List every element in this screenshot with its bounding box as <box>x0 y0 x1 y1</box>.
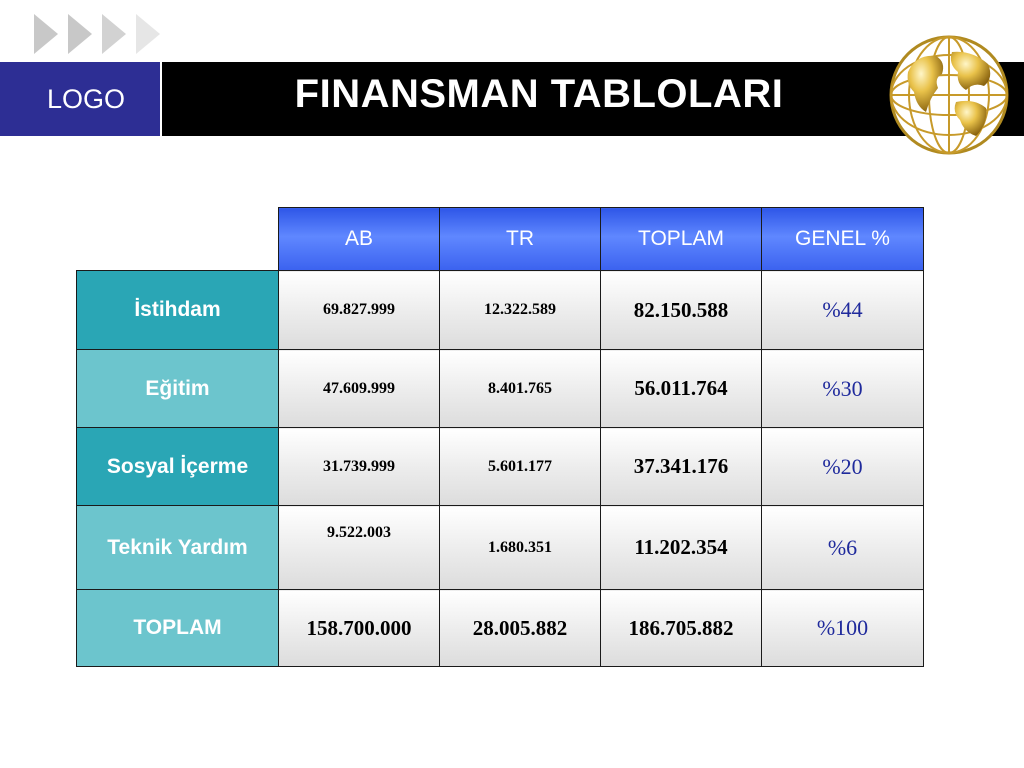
toplam-value: 82.150.588 <box>600 270 762 350</box>
ab-value: 69.827.999 <box>278 270 440 350</box>
tr-value: 1.680.351 <box>439 505 601 590</box>
genel-percent: %30 <box>761 349 924 428</box>
ab-value: 47.609.999 <box>278 349 440 428</box>
row-label: İstihdam <box>76 270 279 350</box>
tr-value: 8.401.765 <box>439 349 601 428</box>
table-row: TOPLAM 158.700.000 28.005.882 186.705.88… <box>76 589 924 667</box>
column-header: TR <box>439 207 601 271</box>
table-row: Eğitim 47.609.999 8.401.765 56.011.764 %… <box>76 349 924 428</box>
genel-percent: %44 <box>761 270 924 350</box>
toplam-value: 11.202.354 <box>600 505 762 590</box>
financing-table: AB TR TOPLAM GENEL % İstihdam 69.827.999… <box>76 207 924 667</box>
chevrons-right-icon <box>34 14 160 54</box>
tr-value: 5.601.177 <box>439 427 601 506</box>
page-title: FINANSMAN TABLOLARI <box>294 72 784 116</box>
table-row: Teknik Yardım 9.522.003 1.680.351 11.202… <box>76 505 924 590</box>
ab-value: 158.700.000 <box>278 589 440 667</box>
genel-percent: %6 <box>761 505 924 590</box>
column-header: GENEL % <box>761 207 924 271</box>
row-label: Sosyal İçerme <box>76 427 279 506</box>
tr-value: 28.005.882 <box>439 589 601 667</box>
table-corner <box>77 208 279 271</box>
ab-value: 31.739.999 <box>278 427 440 506</box>
table-header-row: AB TR TOPLAM GENEL % <box>77 207 924 271</box>
genel-percent: %100 <box>761 589 924 667</box>
logo-text: LOGO <box>46 83 126 114</box>
row-label: Teknik Yardım <box>76 505 279 590</box>
table-row: Sosyal İçerme 31.739.999 5.601.177 37.34… <box>76 427 924 506</box>
ab-value: 9.522.003 <box>278 505 440 590</box>
column-header: TOPLAM <box>600 207 762 271</box>
logo: LOGO <box>0 62 160 136</box>
genel-percent: %20 <box>761 427 924 506</box>
toplam-value: 37.341.176 <box>600 427 762 506</box>
row-label: TOPLAM <box>76 589 279 667</box>
globe-icon <box>889 35 1009 155</box>
title-bar: FINANSMAN TABLOLARI <box>162 62 1024 136</box>
tr-value: 12.322.589 <box>439 270 601 350</box>
row-label: Eğitim <box>76 349 279 428</box>
column-header: AB <box>278 207 440 271</box>
toplam-value: 56.011.764 <box>600 349 762 428</box>
toplam-value: 186.705.882 <box>600 589 762 667</box>
table-row: İstihdam 69.827.999 12.322.589 82.150.58… <box>76 270 924 350</box>
